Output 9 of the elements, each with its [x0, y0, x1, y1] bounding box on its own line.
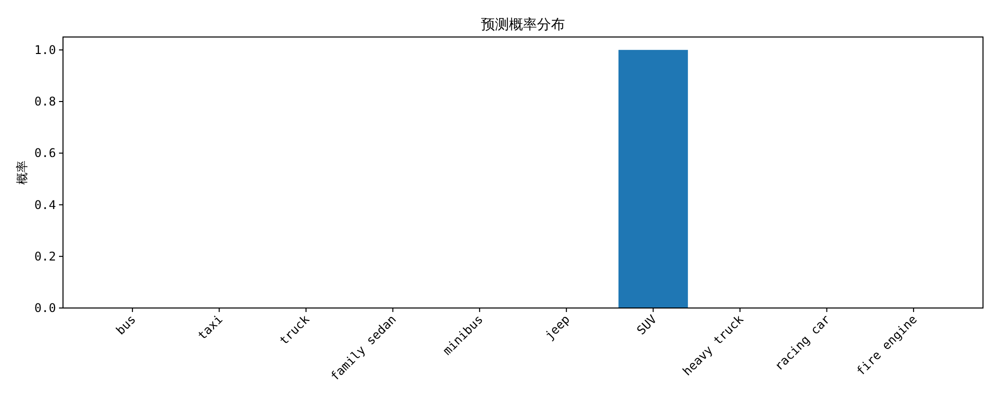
y-tick-label: 0.8 [34, 94, 56, 109]
y-tick-label: 0.2 [34, 249, 56, 264]
y-tick-label: 1.0 [34, 42, 56, 57]
chart-title: 预测概率分布 [481, 17, 565, 33]
y-tick-label: 0.0 [34, 301, 56, 315]
y-tick-label: 0.6 [34, 146, 56, 160]
y-tick-label: 0.4 [34, 198, 56, 212]
x-tick-label: bus [113, 312, 139, 338]
y-axis-title: 概率 [15, 160, 29, 184]
